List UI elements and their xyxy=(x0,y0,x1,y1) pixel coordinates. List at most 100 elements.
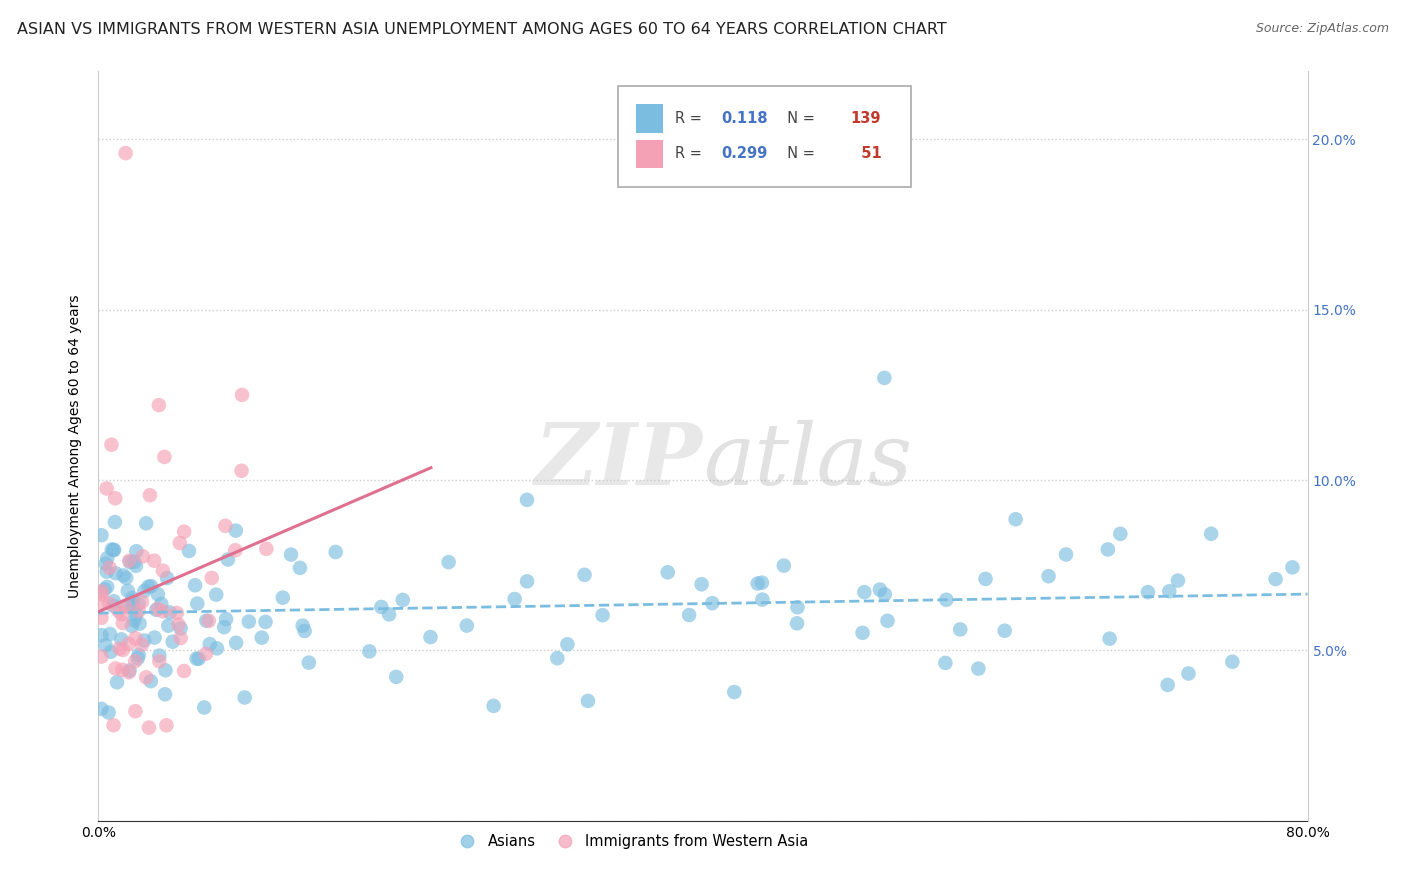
Point xyxy=(114,146,136,161)
Point xyxy=(186,597,208,611)
Point xyxy=(110,632,132,647)
Point xyxy=(212,620,235,634)
Point xyxy=(772,558,794,573)
Point xyxy=(678,607,700,622)
Point xyxy=(114,599,136,613)
Point xyxy=(198,637,221,651)
Point xyxy=(96,565,118,579)
Point xyxy=(125,544,148,558)
Point xyxy=(148,654,170,668)
Point xyxy=(127,651,149,665)
Point xyxy=(155,663,177,677)
Point xyxy=(90,628,112,642)
Point xyxy=(166,606,188,620)
Point xyxy=(786,600,808,615)
Point xyxy=(592,608,614,623)
Point xyxy=(145,603,167,617)
Point xyxy=(873,371,896,385)
Point xyxy=(657,566,679,580)
Point xyxy=(131,638,153,652)
Point xyxy=(148,648,170,663)
Point xyxy=(280,548,302,562)
Point xyxy=(121,619,143,633)
Text: Source: ZipAtlas.com: Source: ZipAtlas.com xyxy=(1256,22,1389,36)
Point xyxy=(516,492,538,507)
Point xyxy=(233,690,256,705)
Point xyxy=(162,634,184,648)
Point xyxy=(159,606,181,620)
Point xyxy=(370,599,392,614)
Point xyxy=(723,685,745,699)
Point xyxy=(128,604,150,618)
Text: 0.299: 0.299 xyxy=(721,146,768,161)
Point xyxy=(702,596,724,610)
Point xyxy=(215,612,238,626)
Point xyxy=(157,618,180,632)
Point xyxy=(298,656,321,670)
Text: atlas: atlas xyxy=(703,419,912,502)
Point xyxy=(125,607,148,622)
Point xyxy=(224,543,246,558)
Point xyxy=(146,602,169,616)
Legend: Asians, Immigrants from Western Asia: Asians, Immigrants from Western Asia xyxy=(447,828,814,855)
Point xyxy=(139,488,162,502)
Point xyxy=(104,661,127,675)
Point xyxy=(851,625,873,640)
Point xyxy=(169,631,191,645)
Point xyxy=(516,574,538,589)
Text: R =: R = xyxy=(675,112,707,126)
Point xyxy=(100,645,122,659)
Point xyxy=(128,616,150,631)
Point xyxy=(1136,585,1159,599)
Point xyxy=(288,561,311,575)
Point xyxy=(1159,584,1181,599)
Point xyxy=(150,597,173,611)
Point xyxy=(294,624,316,638)
Point xyxy=(90,528,112,542)
Point xyxy=(254,541,277,556)
Point xyxy=(146,587,169,601)
Point xyxy=(935,592,957,607)
Point xyxy=(853,585,876,599)
Point xyxy=(122,555,145,569)
Text: R =: R = xyxy=(675,146,707,161)
Point xyxy=(1038,569,1060,583)
Point xyxy=(103,542,125,557)
Point xyxy=(128,648,150,662)
Point xyxy=(98,561,121,575)
Point xyxy=(152,564,174,578)
Point xyxy=(184,578,207,592)
Point xyxy=(135,516,157,531)
Point xyxy=(121,591,143,605)
Point xyxy=(135,670,157,684)
Point xyxy=(967,662,990,676)
Point xyxy=(193,700,215,714)
Text: 0.118: 0.118 xyxy=(721,112,768,126)
Point xyxy=(201,571,224,585)
Point xyxy=(1097,542,1119,557)
Point xyxy=(152,604,174,618)
Point xyxy=(96,482,118,496)
Point xyxy=(118,555,141,569)
Point xyxy=(103,594,125,608)
Point xyxy=(934,656,956,670)
FancyBboxPatch shape xyxy=(637,139,664,168)
Point xyxy=(138,721,160,735)
Point xyxy=(1222,655,1244,669)
Point xyxy=(576,694,599,708)
Point xyxy=(1098,632,1121,646)
Y-axis label: Unemployment Among Ages 60 to 64 years: Unemployment Among Ages 60 to 64 years xyxy=(69,294,83,598)
Point xyxy=(1167,574,1189,588)
Point xyxy=(100,438,122,452)
Point xyxy=(391,593,413,607)
Point xyxy=(153,450,176,464)
Point xyxy=(217,552,239,566)
Point xyxy=(456,618,478,632)
Point xyxy=(231,388,253,402)
Point xyxy=(96,551,118,566)
Point xyxy=(690,577,713,591)
Point xyxy=(225,524,247,538)
Point xyxy=(254,615,277,629)
Point xyxy=(112,568,135,582)
Point xyxy=(250,631,273,645)
